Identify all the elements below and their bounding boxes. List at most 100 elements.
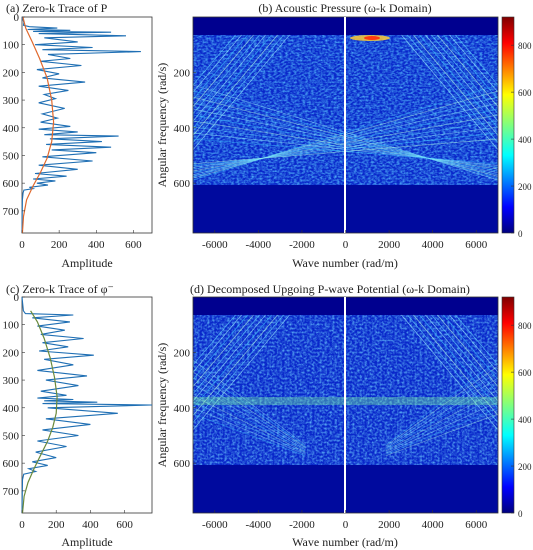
colorbar-tick-label: 600 (518, 88, 532, 98)
y-tick-label: 300 (3, 375, 20, 387)
wave-streak (385, 365, 498, 447)
panel-d-y-ticks: 200 400 600 (174, 347, 196, 470)
wave-streak (431, 34, 498, 115)
wave-streak (431, 314, 498, 395)
wave-streak (385, 413, 498, 457)
wave-streak (193, 34, 254, 107)
panel-c-x-ticks: 0 200 400 600 (19, 510, 133, 531)
wave-streak (193, 314, 290, 431)
wave-streak (193, 407, 306, 455)
y-tick-label: 200 (3, 67, 20, 79)
colorbar-tick-label: 400 (518, 135, 532, 145)
wave-streak (193, 365, 306, 447)
y-tick-label: 100 (3, 40, 20, 52)
wave-streak (193, 34, 260, 115)
wave-streak (413, 34, 498, 136)
wave-streak (449, 34, 498, 93)
panel-c-plot-area (21, 296, 153, 514)
wave-streak (407, 314, 498, 423)
x-tick-label: 400 (82, 519, 99, 531)
wave-streak (193, 314, 242, 373)
panel-b-x-ticks: -6000 -4000 -2000 0 2000 4000 6000 (202, 230, 488, 251)
wave-streak (437, 34, 498, 107)
panel-b: (b) Acoustic Pressure (ω-k Domain) 200 40… (155, 1, 532, 270)
wave-streak (193, 314, 284, 423)
y-tick-label: 0 (14, 12, 20, 24)
panel-d-title: (d) Decomposed Upgoing P-wave Potential … (190, 282, 470, 296)
wave-streak (193, 359, 306, 446)
x-tick-label: 6000 (465, 239, 488, 251)
wave-streak (443, 314, 498, 380)
x-tick-label: 2000 (378, 239, 401, 251)
y-tick-label: 500 (3, 150, 20, 162)
series-line (21, 16, 141, 234)
panel-a-y-ticks: 0 100 200 300 400 500 600 700 (3, 12, 25, 218)
wave-streak (407, 34, 498, 143)
x-tick-label: 400 (88, 239, 105, 251)
wave-streak (443, 34, 498, 100)
wave-streak (385, 377, 498, 449)
panel-a-axes (21, 16, 153, 234)
x-tick-label: 600 (116, 519, 133, 531)
y-tick-label: 400 (3, 403, 20, 415)
wave-streak (193, 371, 306, 448)
wave-streak (419, 314, 498, 409)
x-tick-label: 4000 (422, 519, 445, 531)
panel-d-colorbar-ticks: 0 200 400 600 800 (511, 321, 532, 519)
wave-streak (193, 34, 248, 100)
panel-c-y-ticks: 0 100 200 300 400 500 600 700 (3, 292, 25, 498)
wave-streak (385, 371, 498, 448)
panel-a: (a) Zero-k Trace of P 0 100 200 300 400 500 60… (3, 1, 153, 270)
wave-streak (437, 314, 498, 387)
wave-streak (193, 314, 236, 366)
wave-streak (413, 314, 498, 416)
wave-streak (193, 401, 306, 454)
series-line (21, 16, 55, 234)
colorbar-tick-label: 800 (518, 321, 532, 331)
x-tick-label: -4000 (246, 239, 272, 251)
wave-streak (193, 314, 266, 402)
series-line (21, 296, 153, 514)
x-tick-label: 2000 (378, 519, 401, 531)
panel-d-xlabel: Wave number (rad/m) (292, 535, 398, 549)
y-tick-label: 500 (3, 430, 20, 442)
y-tick-label: 400 (174, 123, 191, 135)
wave-streak (193, 314, 272, 409)
panel-c-title: (c) Zero-k Trace of φ⁻ (6, 282, 114, 296)
wave-streak (193, 383, 306, 451)
colorbar-tick-label: 0 (518, 509, 523, 519)
panel-b-colorbar (501, 16, 515, 234)
y-tick-label: 600 (3, 178, 20, 190)
panel-b-xlabel: Wave number (rad/m) (292, 256, 398, 270)
panel-b-title: (b) Acoustic Pressure (ω-k Domain) (258, 1, 431, 15)
panel-d-colorbar (501, 296, 515, 514)
panel-c-xlabel: Amplitude (61, 535, 112, 549)
x-tick-label: 200 (48, 519, 65, 531)
wave-streak (193, 395, 306, 453)
wave-streak (449, 314, 498, 373)
x-tick-label: 0 (343, 519, 349, 531)
y-tick-label: 700 (3, 486, 20, 498)
y-tick-label: 200 (3, 347, 20, 359)
x-tick-label: -2000 (289, 519, 315, 531)
x-tick-label: -6000 (202, 239, 228, 251)
panel-b-y-ticks: 200 400 600 (174, 67, 196, 190)
panel-d: (d) Decomposed Upgoing P-wave Potential … (155, 282, 532, 549)
panel-a-xlabel: Amplitude (61, 256, 112, 270)
y-tick-label: 0 (14, 292, 20, 304)
wave-streak (193, 413, 306, 457)
colorbar-tick-label: 0 (518, 229, 523, 239)
colorbar-tick-label: 600 (518, 368, 532, 378)
y-tick-label: 200 (174, 347, 191, 359)
wave-streak (193, 34, 236, 86)
x-tick-label: 4000 (422, 239, 445, 251)
colorbar-tick-label: 200 (518, 462, 532, 472)
wave-streak (193, 34, 290, 151)
x-tick-label: 0 (19, 239, 25, 251)
wave-streak (385, 359, 498, 446)
wave-streak (193, 314, 254, 387)
x-tick-label: 6000 (465, 519, 488, 531)
y-tick-label: 400 (3, 123, 20, 135)
wave-streak (385, 401, 498, 454)
